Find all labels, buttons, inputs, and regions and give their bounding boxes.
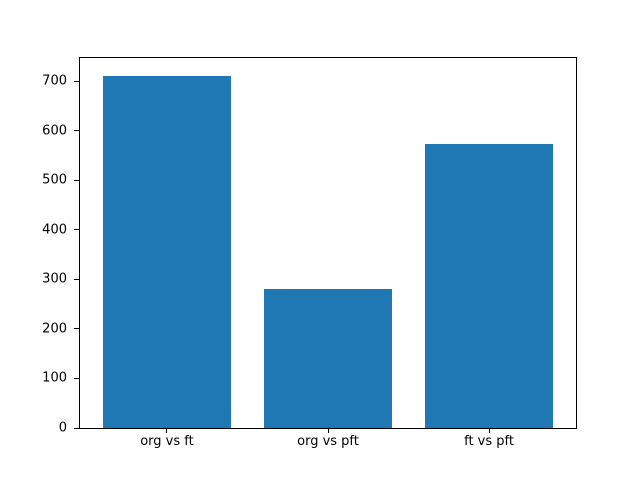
bar-org-vs-ft bbox=[102, 75, 232, 428]
y-tick-label: 500 bbox=[42, 172, 67, 188]
y-tick-label: 100 bbox=[42, 370, 67, 386]
y-tick-label: 0 bbox=[58, 420, 67, 436]
bars-container bbox=[80, 58, 576, 428]
y-tick-label: 600 bbox=[42, 123, 67, 139]
x-tick-label: org vs pft bbox=[297, 434, 359, 449]
bar-ft-vs-pft bbox=[424, 143, 554, 428]
bar-org-vs-pft bbox=[263, 288, 393, 428]
y-tick-label: 400 bbox=[42, 222, 67, 238]
y-tick-label: 300 bbox=[42, 271, 67, 287]
x-tick-label: ft vs pft bbox=[464, 434, 514, 449]
x-tick-label: org vs ft bbox=[140, 434, 194, 449]
axes bbox=[79, 57, 577, 429]
y-tick-label: 700 bbox=[42, 73, 67, 89]
y-tick-label: 200 bbox=[42, 321, 67, 337]
